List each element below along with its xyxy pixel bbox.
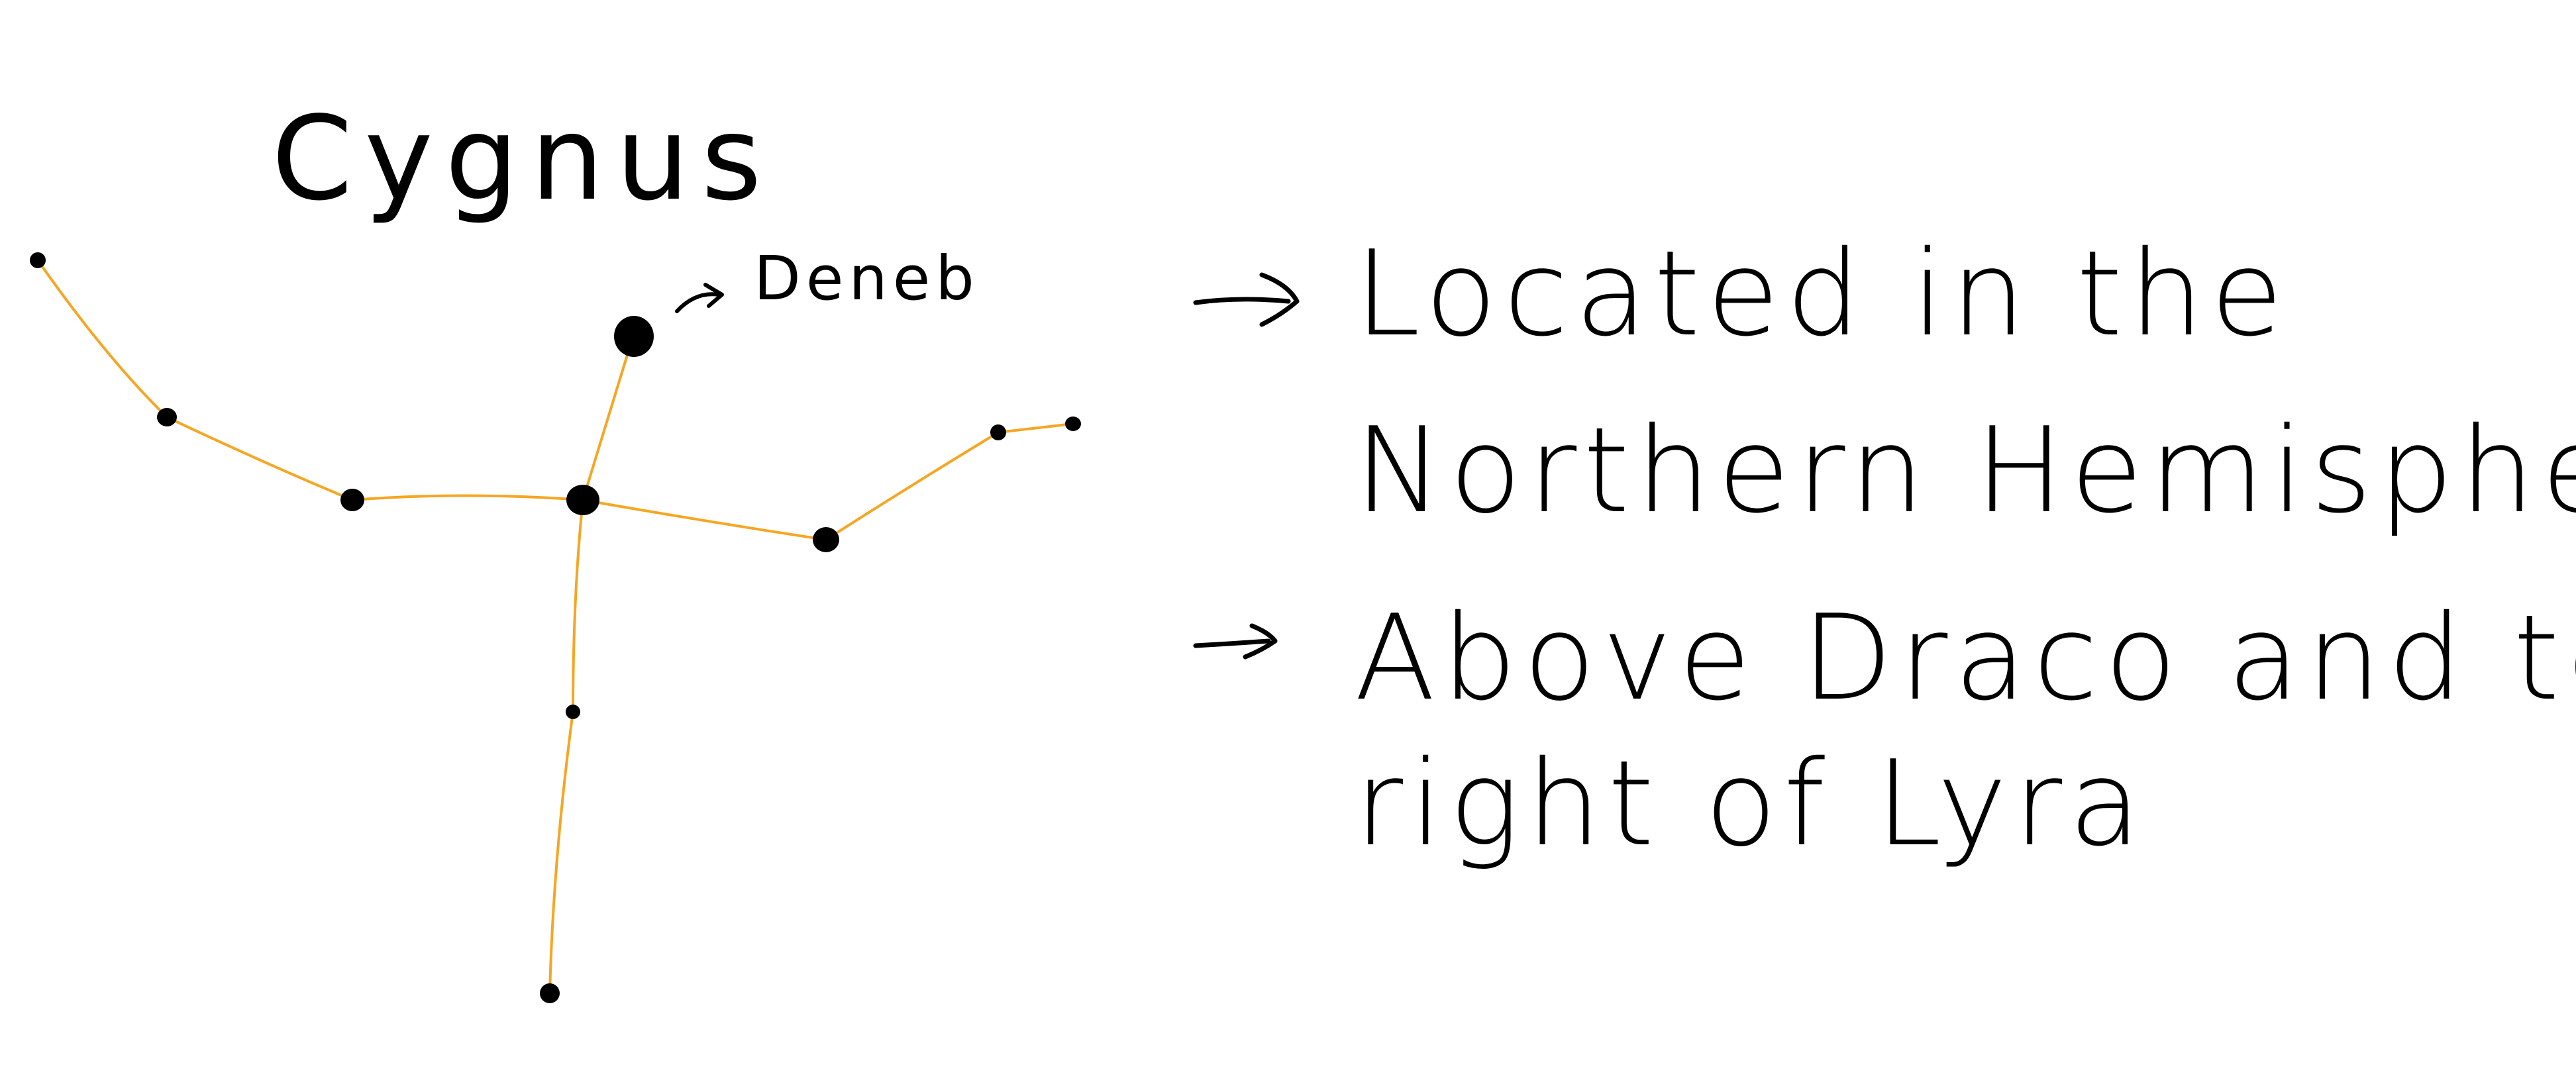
note-1-line-2: Northern Hemisphere bbox=[1355, 402, 2576, 539]
star-wing-right-tip bbox=[1065, 417, 1081, 431]
arrow-right-icon bbox=[1193, 623, 1278, 660]
line-wing-right-inner bbox=[582, 499, 827, 541]
star-wing-left-inner bbox=[340, 489, 364, 511]
star-center bbox=[566, 485, 599, 515]
star-wing-left-mid bbox=[157, 408, 177, 426]
constellation-stars bbox=[30, 252, 1081, 1003]
line-wing-left-inner bbox=[166, 416, 354, 501]
star-body-mid bbox=[566, 705, 580, 719]
line-wing-left-center bbox=[351, 494, 584, 501]
star-wing-left-tip bbox=[30, 252, 46, 268]
star-deneb bbox=[614, 316, 654, 357]
star-wing-right-inner bbox=[813, 527, 839, 552]
line-body-lower bbox=[548, 711, 574, 995]
star-label-deneb: Deneb bbox=[754, 243, 980, 314]
arrow-right-icon bbox=[675, 283, 724, 313]
arrow-right-icon bbox=[1193, 272, 1300, 327]
diagram-title: Cygnus bbox=[272, 92, 774, 226]
line-wing-left-outer bbox=[36, 259, 168, 419]
note-2: Above Draco and to the right of Lyra bbox=[1193, 589, 2576, 872]
deneb-annotation: Deneb bbox=[675, 243, 980, 314]
note-1-line-1: Located in the bbox=[1355, 225, 2290, 362]
constellation-lines bbox=[36, 259, 1074, 995]
star-wing-right-outer bbox=[990, 424, 1006, 440]
line-neck-deneb bbox=[582, 336, 634, 501]
note-2-line-1: Above Draco and to the bbox=[1355, 589, 2576, 726]
line-wing-right-tip bbox=[997, 422, 1074, 434]
star-body-tail bbox=[540, 983, 560, 1003]
note-2-line-2: right of Lyra bbox=[1355, 735, 2147, 872]
line-wing-right-outer bbox=[825, 431, 1000, 541]
note-1: Located in the Northern Hemisphere bbox=[1193, 225, 2576, 539]
line-body-upper bbox=[572, 499, 584, 713]
